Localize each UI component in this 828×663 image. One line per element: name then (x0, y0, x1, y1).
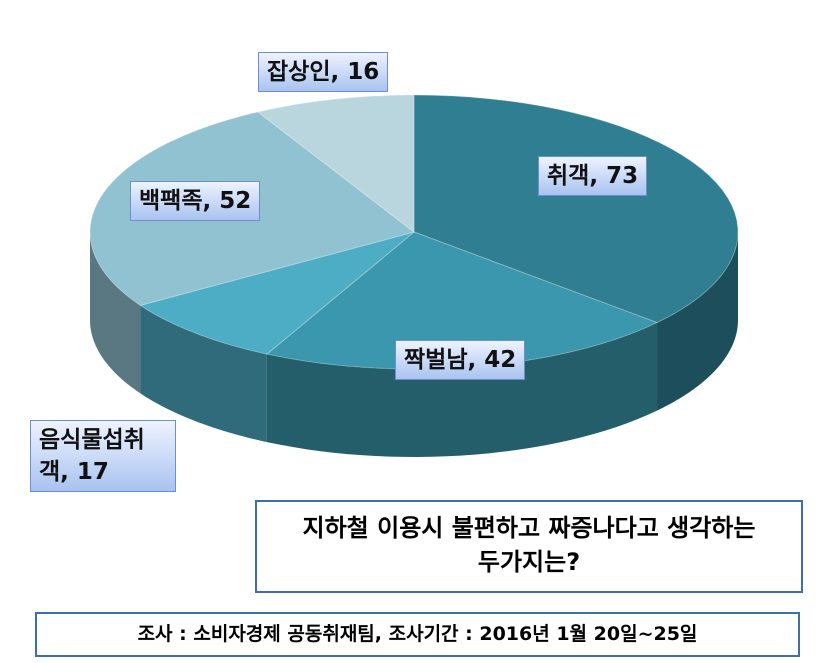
source-note: 조사 : 소비자경제 공동취재팀, 조사기간 : 2016년 1월 20일~25… (35, 612, 800, 657)
data-label: 잡상인, 16 (258, 52, 389, 92)
slice-side (266, 322, 658, 457)
data-label: 취객, 73 (538, 156, 648, 196)
data-label: 음식물섭취객, 17 (30, 420, 176, 492)
data-label: 짝벌남, 42 (395, 340, 526, 380)
slice-side (90, 232, 141, 394)
slice (139, 231, 415, 355)
question-box: 지하철 이용시 불편하고 짜증나다고 생각하는 두가지는? (255, 500, 803, 593)
slice (256, 94, 415, 234)
slice (413, 94, 739, 324)
data-label: 백팩족, 52 (130, 181, 261, 221)
slice-side (657, 232, 738, 411)
slice-side (140, 305, 267, 443)
